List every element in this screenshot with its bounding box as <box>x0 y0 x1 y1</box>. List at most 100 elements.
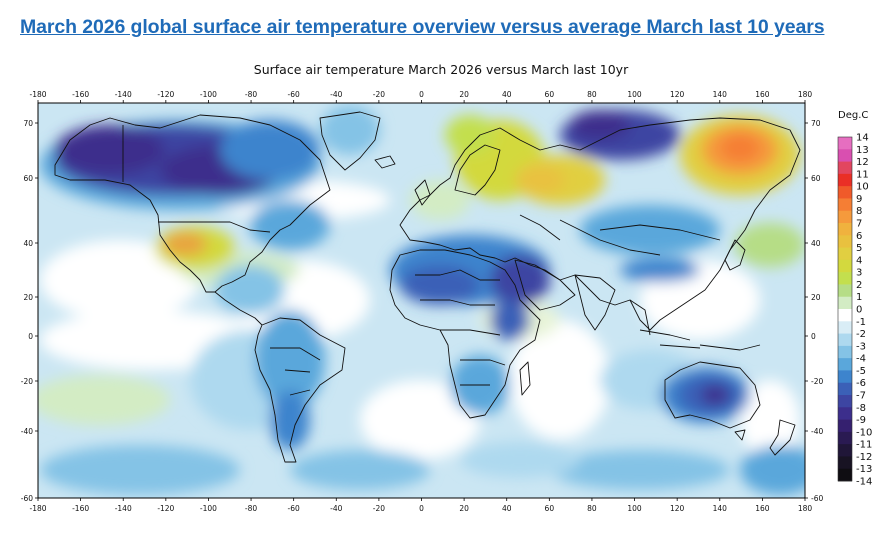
x-tick-label-top: -140 <box>115 90 132 99</box>
legend-swatch <box>838 309 852 322</box>
y-tick-label-right: 70 <box>811 119 821 128</box>
legend-label: 8 <box>856 206 862 217</box>
legend-swatch <box>838 259 852 273</box>
y-tick-label-left: -20 <box>21 377 33 386</box>
legend-swatch <box>838 186 852 199</box>
x-tick-label-top: -40 <box>330 90 342 99</box>
y-tick-label-left: -40 <box>21 427 33 436</box>
legend-label: -8 <box>856 403 866 414</box>
y-axis-left: 70 60 40 20 0 -20 -40 -60 <box>21 119 38 503</box>
legend-swatch <box>838 370 852 384</box>
legend-swatch <box>838 296 852 310</box>
x-tick-label-top: -120 <box>157 90 174 99</box>
x-tick-label-top: 0 <box>419 90 424 99</box>
y-tick-label-right: 20 <box>811 293 821 302</box>
map-title: Surface air temperature March 2026 versu… <box>253 62 629 77</box>
x-tick-label-top: 140 <box>713 90 728 99</box>
x-tick-label-bottom: -60 <box>288 504 300 513</box>
legend-swatch <box>838 272 852 285</box>
legend-label: 4 <box>856 255 862 266</box>
legend-label: -12 <box>856 452 872 463</box>
x-axis-bottom: -180 -160 -140 -120 -100 -80 -60 -40 -20 0 20 40 60 8… <box>29 498 812 513</box>
x-tick-label-top: -20 <box>373 90 385 99</box>
legend-color-bar <box>837 136 853 482</box>
y-tick-label-right: 0 <box>811 332 816 341</box>
legend-label: -9 <box>856 415 866 426</box>
x-tick-label-top: 60 <box>545 90 555 99</box>
legend-swatch <box>838 198 852 212</box>
page-title[interactable]: March 2026 global surface air temperatur… <box>20 16 825 38</box>
legend-label: 13 <box>856 145 869 156</box>
legend-swatch <box>838 358 852 371</box>
x-tick-label-bottom: 60 <box>545 504 555 513</box>
legend-label: -14 <box>856 477 872 488</box>
x-tick-label-top: -160 <box>72 90 89 99</box>
legend-label: 11 <box>856 169 869 180</box>
legend-label: 7 <box>856 219 862 230</box>
y-tick-label-right: -40 <box>811 427 823 436</box>
legend-label: -7 <box>856 391 866 402</box>
legend-label: -5 <box>856 366 866 377</box>
x-tick-label-top: 100 <box>627 90 642 99</box>
y-tick-label-left: 40 <box>23 239 33 248</box>
color-legend: Deg.C 14131211109876543210-1-2-3-4-5-6-7… <box>837 110 872 488</box>
x-tick-label-bottom: -160 <box>72 504 89 513</box>
x-tick-label-bottom: 120 <box>670 504 685 513</box>
legend-label: -4 <box>856 354 866 365</box>
x-tick-label-bottom: 160 <box>755 504 770 513</box>
x-tick-label-bottom: 80 <box>587 504 597 513</box>
y-axis-right: 70 60 40 20 0 -20 -40 -60 <box>805 119 823 503</box>
x-tick-label-bottom: -120 <box>157 504 174 513</box>
x-tick-label-top: 80 <box>587 90 597 99</box>
y-tick-label-right: 40 <box>811 239 821 248</box>
x-tick-label-top: 20 <box>459 90 469 99</box>
legend-label: 3 <box>856 268 862 279</box>
x-tick-label-bottom: 140 <box>713 504 728 513</box>
y-tick-label-left: 20 <box>23 293 33 302</box>
legend-swatch <box>838 333 852 347</box>
legend-label: 6 <box>856 231 862 242</box>
legend-swatch <box>838 137 852 150</box>
x-tick-label-top: -80 <box>245 90 257 99</box>
legend-label: -13 <box>856 464 872 475</box>
legend-swatch <box>838 223 852 236</box>
legend-label: -2 <box>856 329 866 340</box>
legend-swatch <box>838 456 852 470</box>
legend-label: -11 <box>856 440 872 451</box>
x-tick-label-bottom: -20 <box>373 504 385 513</box>
x-tick-label-bottom: -80 <box>245 504 257 513</box>
x-tick-label-bottom: 100 <box>627 504 642 513</box>
x-tick-label-top: 160 <box>755 90 770 99</box>
x-tick-label-top: -180 <box>29 90 46 99</box>
anomaly-field <box>38 103 805 498</box>
legend-labels: 14131211109876543210-1-2-3-4-5-6-7-8-9-1… <box>856 133 872 488</box>
y-tick-label-left: -60 <box>21 494 33 503</box>
legend-label: 2 <box>856 280 862 291</box>
legend-label: -3 <box>856 341 866 352</box>
y-tick-label-left: 60 <box>23 174 33 183</box>
legend-swatch <box>838 235 852 248</box>
legend-label: -10 <box>856 427 872 438</box>
legend-swatch <box>838 321 852 334</box>
legend-swatch <box>838 407 852 420</box>
x-axis-top: -180 -160 -140 -120 -100 -80 -60 -40 -20 0 20 40 60 8… <box>29 90 812 103</box>
legend-label: 9 <box>856 194 862 205</box>
legend-label: 0 <box>856 305 862 316</box>
legend-frame <box>837 136 853 482</box>
legend-swatch <box>838 345 852 359</box>
legend-swatch <box>838 395 852 408</box>
legend-unit: Deg.C <box>838 110 868 121</box>
x-tick-label-bottom: 180 <box>798 504 813 513</box>
legend-swatch <box>838 468 852 482</box>
legend-swatch <box>838 161 852 175</box>
legend-swatch <box>838 382 852 396</box>
coastlines <box>54 111 801 463</box>
x-tick-label-top: 40 <box>502 90 512 99</box>
legend-swatch <box>838 210 852 224</box>
x-tick-label-bottom: 0 <box>419 504 424 513</box>
legend-label: -1 <box>856 317 866 328</box>
x-tick-label-bottom: 20 <box>459 504 469 513</box>
legend-swatch <box>838 431 852 445</box>
x-tick-label-bottom: -100 <box>200 504 217 513</box>
